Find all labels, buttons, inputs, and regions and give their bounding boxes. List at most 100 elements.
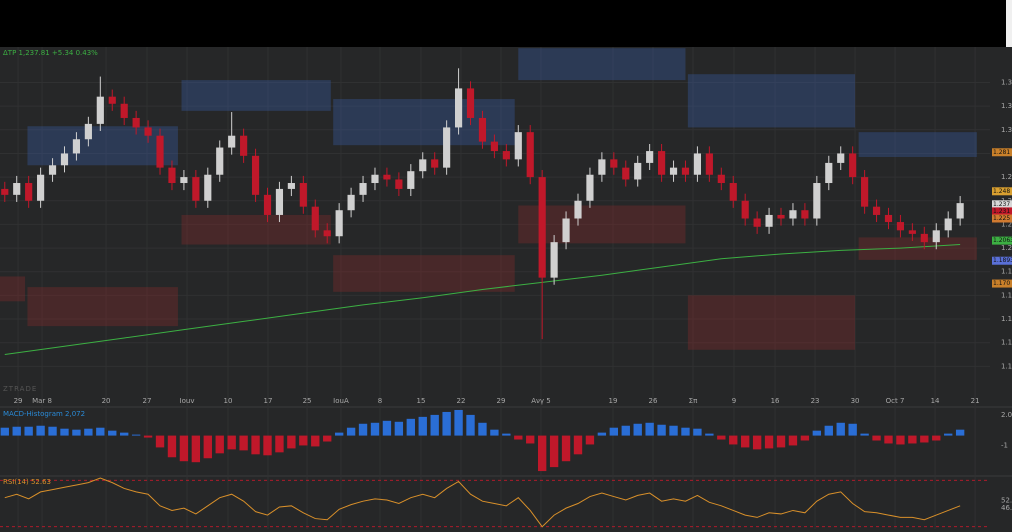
- candle-body: [443, 127, 451, 168]
- candle-body: [383, 174, 391, 180]
- candle-body: [741, 200, 749, 219]
- histogram-bar: [346, 427, 356, 436]
- candle-body: [204, 174, 212, 201]
- rsi-title: RSI(14) 52.63: [3, 478, 51, 486]
- price-tag: [992, 256, 1012, 265]
- x-tick-label: 29: [497, 397, 506, 405]
- candle-body: [311, 206, 319, 231]
- candle-body: [705, 153, 713, 175]
- candle-body: [228, 135, 236, 148]
- price-tag-label: 1.1893: [993, 257, 1012, 264]
- candle-body: [777, 214, 785, 219]
- y-tick-label: 1.18: [1001, 268, 1012, 276]
- price-zone: [27, 126, 178, 166]
- x-tick-label: 15: [416, 397, 425, 405]
- x-tick-label: 9: [732, 397, 736, 405]
- price-zone: [518, 48, 686, 81]
- y-tick-label: 1.30: [1001, 126, 1012, 134]
- price-tag: [992, 236, 1012, 245]
- candle-body: [192, 177, 200, 201]
- histogram-bar: [120, 432, 129, 436]
- candle-body: [454, 88, 463, 128]
- candle-body: [419, 159, 427, 172]
- price-zone: [0, 276, 26, 302]
- price-zone: [687, 295, 856, 350]
- candle-body: [550, 242, 558, 278]
- histogram-bar: [466, 414, 475, 436]
- histogram-bar: [108, 430, 117, 436]
- y-tick-label: 1.14: [1001, 315, 1012, 323]
- candle-body: [1, 188, 9, 195]
- price-zone: [333, 255, 515, 292]
- histogram-bar: [167, 435, 177, 458]
- candle-body: [753, 218, 761, 227]
- x-tick-label: 22: [457, 397, 466, 405]
- candle-body: [335, 210, 343, 237]
- candle-body: [466, 88, 475, 118]
- moving-average: [4, 244, 961, 356]
- histogram-bar: [729, 435, 738, 445]
- x-tick-label: IouA: [333, 397, 349, 405]
- histogram-bar: [573, 435, 583, 455]
- histogram-bar: [884, 435, 893, 444]
- histogram-bar: [932, 435, 941, 441]
- x-tick-label: Iouv: [180, 397, 195, 405]
- candle-body: [251, 155, 260, 195]
- price-tag: [992, 187, 1012, 196]
- histogram-bar: [48, 426, 57, 436]
- histogram-bar: [334, 432, 344, 436]
- candle-body: [932, 230, 940, 243]
- histogram-bar: [561, 435, 571, 462]
- candle-body: [240, 135, 248, 156]
- candle-body: [956, 203, 964, 219]
- histogram-bar: [12, 426, 21, 436]
- histogram-bar: [0, 427, 9, 436]
- candle-body: [789, 210, 797, 219]
- histogram-bar: [72, 429, 81, 436]
- histogram-bar: [705, 433, 714, 436]
- price-tag: [992, 279, 1012, 288]
- histogram-bar: [239, 435, 248, 451]
- candle-body: [944, 218, 952, 231]
- candle-body: [669, 167, 678, 175]
- macd-title: MACD-Histogram 2,072: [3, 410, 85, 418]
- histogram-bar: [836, 422, 845, 436]
- price-zone: [518, 205, 686, 244]
- price-zone: [27, 287, 178, 327]
- candle-body: [598, 159, 606, 175]
- histogram-bar: [764, 435, 774, 449]
- candle-body: [395, 179, 403, 189]
- x-tick-label: 26: [649, 397, 658, 405]
- histogram-bar: [585, 435, 595, 445]
- histogram-bar: [191, 435, 201, 463]
- histogram-bar: [824, 425, 833, 436]
- candle-body: [825, 162, 833, 184]
- histogram-bar: [502, 433, 511, 436]
- candle-body: [132, 117, 140, 128]
- candle-body: [514, 132, 522, 160]
- histogram-bar: [299, 435, 308, 446]
- x-tick-label: Mar 8: [32, 397, 52, 405]
- histogram-bar: [406, 418, 415, 436]
- y-tick-label: 1.22: [1001, 220, 1012, 228]
- histogram-bar: [955, 429, 965, 436]
- header-quote: ΔTP 1,237.81 +5.34 0.43%: [3, 49, 98, 57]
- histogram-bar: [275, 435, 284, 453]
- candle-body: [849, 153, 857, 178]
- candle-body: [920, 233, 928, 243]
- candle-body: [347, 194, 355, 211]
- histogram-bar: [131, 434, 141, 436]
- candle-body: [60, 153, 69, 166]
- candle-body: [431, 159, 439, 168]
- histogram-bar: [812, 430, 822, 436]
- candle-body: [180, 177, 188, 184]
- histogram-bar: [358, 423, 368, 436]
- candle-body: [13, 183, 21, 195]
- candle-body: [275, 188, 284, 215]
- histogram-bar: [609, 427, 619, 436]
- price-tag: [992, 148, 1012, 157]
- histogram-bar: [896, 435, 905, 445]
- price-tag: [992, 200, 1012, 209]
- histogram-bar: [251, 435, 260, 455]
